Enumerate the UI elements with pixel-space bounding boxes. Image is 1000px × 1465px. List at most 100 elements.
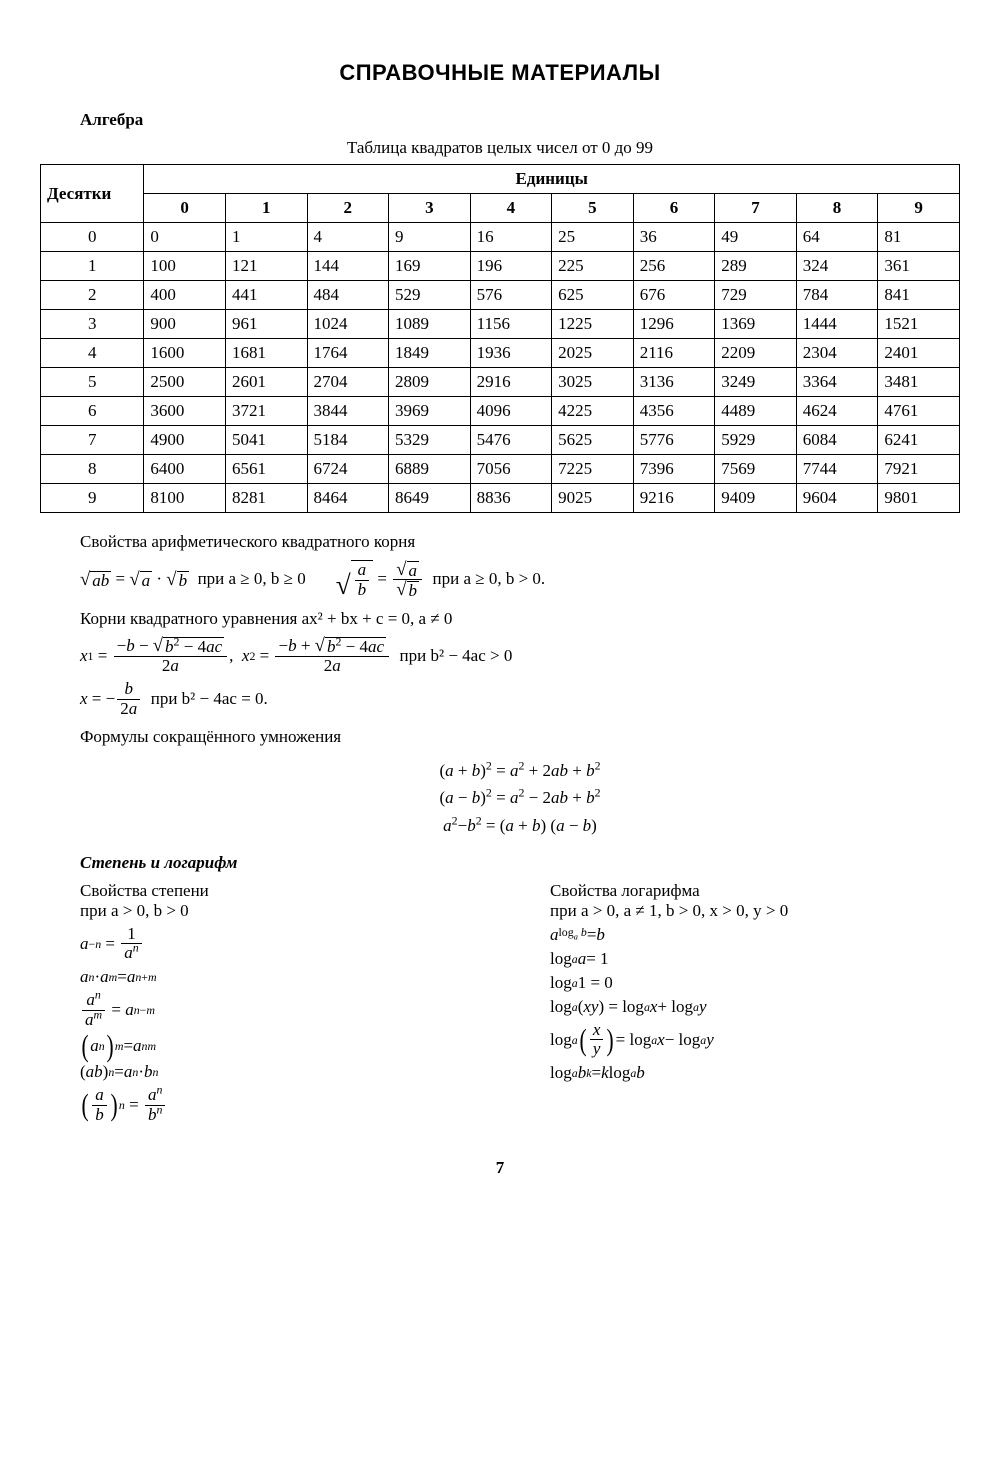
- sqrt-formula-1: √ab = √a · √b при a ≥ 0, b ≥ 0 √ ab = √a…: [80, 560, 960, 600]
- table-cell: 4096: [470, 397, 552, 426]
- table-cell: 1225: [552, 310, 634, 339]
- table-caption: Таблица квадратов целых чисел от 0 до 99: [40, 138, 960, 158]
- table-cell: 8464: [307, 484, 389, 513]
- table-cell: 5329: [389, 426, 471, 455]
- pow-log-heading: Степень и логарифм: [80, 853, 960, 873]
- row-header: 5: [41, 368, 144, 397]
- col-header: 0: [144, 194, 226, 223]
- table-cell: 2025: [552, 339, 634, 368]
- table-cell: 4900: [144, 426, 226, 455]
- table-cell: 1156: [470, 310, 552, 339]
- pow-log-columns: Свойства степени при a > 0, b > 0 a−n = …: [80, 881, 960, 1129]
- row-header: 6: [41, 397, 144, 426]
- log-f4: loga(xy) = logax + logay: [550, 997, 960, 1017]
- sqrt-cond-2: при a ≥ 0, b > 0.: [433, 568, 546, 591]
- quadratic-section: Корни квадратного уравнения ax² + bx + c…: [80, 608, 960, 718]
- mult-section: Формулы сокращённого умножения (a + b)2 …: [80, 726, 960, 839]
- units-label: Единицы: [144, 165, 960, 194]
- table-cell: 1: [225, 223, 307, 252]
- table-cell: 0: [144, 223, 226, 252]
- row-header: 7: [41, 426, 144, 455]
- table-cell: 3136: [633, 368, 715, 397]
- table-cell: 2209: [715, 339, 797, 368]
- table-cell: 9: [389, 223, 471, 252]
- mult-f2: (a − b)2 = a2 − 2ab + b2: [80, 784, 960, 811]
- table-cell: 784: [796, 281, 878, 310]
- table-cell: 7056: [470, 455, 552, 484]
- table-cell: 3600: [144, 397, 226, 426]
- page-title: СПРАВОЧНЫЕ МАТЕРИАЛЫ: [40, 60, 960, 86]
- squares-table: Десятки Единицы 0123456789 0014916253649…: [40, 164, 960, 513]
- table-cell: 5476: [470, 426, 552, 455]
- table-cell: 3844: [307, 397, 389, 426]
- table-cell: 9801: [878, 484, 960, 513]
- table-cell: 3969: [389, 397, 471, 426]
- table-cell: 25: [552, 223, 634, 252]
- table-cell: 5184: [307, 426, 389, 455]
- table-cell: 7569: [715, 455, 797, 484]
- mult-heading: Формулы сокращённого умножения: [80, 726, 960, 749]
- mult-f1: (a + b)2 = a2 + 2ab + b2: [80, 757, 960, 784]
- table-cell: 9025: [552, 484, 634, 513]
- table-cell: 4761: [878, 397, 960, 426]
- pow-f6: (ab)n = anbn: [80, 1086, 490, 1124]
- col-header: 8: [796, 194, 878, 223]
- table-cell: 225: [552, 252, 634, 281]
- log-f2: loga a = 1: [550, 949, 960, 969]
- table-cell: 289: [715, 252, 797, 281]
- mult-f3: a2−b2 = (a + b) (a − b): [80, 812, 960, 839]
- col-header: 7: [715, 194, 797, 223]
- row-header: 4: [41, 339, 144, 368]
- table-cell: 81: [878, 223, 960, 252]
- quad-cond-2: при b² − 4ac = 0.: [151, 688, 268, 711]
- table-cell: 8649: [389, 484, 471, 513]
- table-cell: 4225: [552, 397, 634, 426]
- table-cell: 2916: [470, 368, 552, 397]
- quad-roots: x1 = −b − √b2 − 4ac 2a , x2 = −b + √b2 −…: [80, 637, 960, 676]
- row-header: 0: [41, 223, 144, 252]
- table-cell: 5041: [225, 426, 307, 455]
- log-cond: при a > 0, a ≠ 1, b > 0, x > 0, y > 0: [550, 901, 960, 921]
- sqrt-section: Свойства арифметического квадратного кор…: [80, 531, 960, 600]
- log-f5: loga(xy) = logax − logay: [550, 1021, 960, 1059]
- page-number: 7: [40, 1158, 960, 1178]
- table-cell: 2304: [796, 339, 878, 368]
- table-cell: 4489: [715, 397, 797, 426]
- table-cell: 441: [225, 281, 307, 310]
- table-cell: 9216: [633, 484, 715, 513]
- log-f1: aloga b = b: [550, 925, 960, 945]
- table-cell: 676: [633, 281, 715, 310]
- table-cell: 16: [470, 223, 552, 252]
- table-cell: 324: [796, 252, 878, 281]
- table-cell: 1521: [878, 310, 960, 339]
- table-cell: 7744: [796, 455, 878, 484]
- table-cell: 1444: [796, 310, 878, 339]
- table-cell: 529: [389, 281, 471, 310]
- mult-formulas: (a + b)2 = a2 + 2ab + b2 (a − b)2 = a2 −…: [80, 757, 960, 839]
- table-cell: 1600: [144, 339, 226, 368]
- table-cell: 9409: [715, 484, 797, 513]
- log-heading: Свойства логарифма: [550, 881, 960, 901]
- table-cell: 5625: [552, 426, 634, 455]
- col-header: 6: [633, 194, 715, 223]
- table-cell: 144: [307, 252, 389, 281]
- table-cell: 2704: [307, 368, 389, 397]
- table-cell: 6241: [878, 426, 960, 455]
- table-cell: 3721: [225, 397, 307, 426]
- table-cell: 1764: [307, 339, 389, 368]
- table-cell: 3025: [552, 368, 634, 397]
- table-cell: 1681: [225, 339, 307, 368]
- table-cell: 1369: [715, 310, 797, 339]
- table-cell: 6889: [389, 455, 471, 484]
- table-cell: 2401: [878, 339, 960, 368]
- pow-f5: (ab)n = an · bn: [80, 1062, 490, 1082]
- corner-label: Десятки: [41, 165, 144, 223]
- table-cell: 36: [633, 223, 715, 252]
- col-header: 2: [307, 194, 389, 223]
- table-cell: 7225: [552, 455, 634, 484]
- table-cell: 6561: [225, 455, 307, 484]
- table-cell: 3249: [715, 368, 797, 397]
- table-cell: 1296: [633, 310, 715, 339]
- table-cell: 196: [470, 252, 552, 281]
- table-cell: 961: [225, 310, 307, 339]
